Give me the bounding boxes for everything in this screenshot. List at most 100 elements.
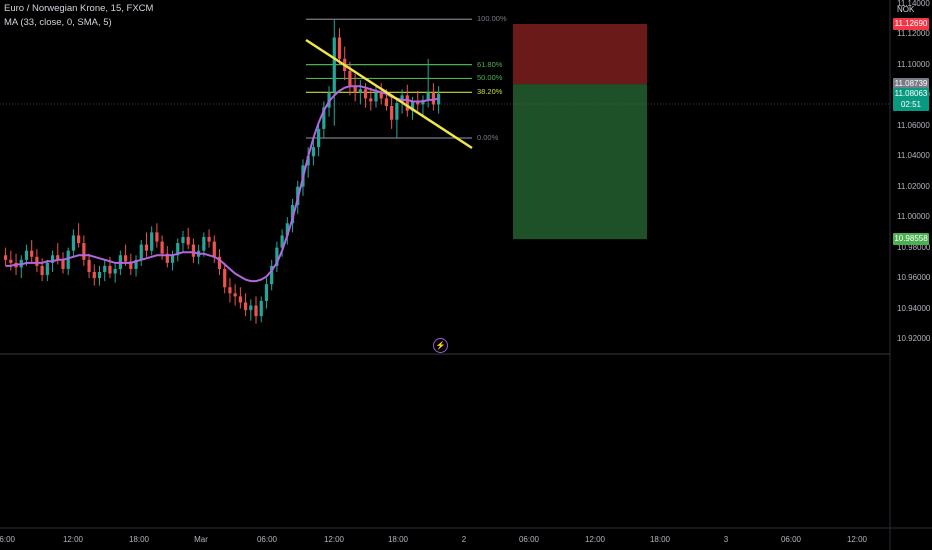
candlestick-series xyxy=(4,19,441,324)
candle xyxy=(134,255,138,277)
time-tick-label: 12:00 xyxy=(846,535,868,544)
candle xyxy=(228,278,232,303)
candle xyxy=(61,252,65,274)
candle-body xyxy=(66,250,70,269)
candle-body xyxy=(160,241,164,254)
candle xyxy=(306,147,310,178)
time-tick-label: 06:00 xyxy=(780,535,802,544)
take-profit-zone xyxy=(513,84,647,240)
candle xyxy=(66,247,70,276)
candle-body xyxy=(270,265,274,285)
candle xyxy=(181,230,185,253)
price-badge: 11.08063 xyxy=(893,88,929,101)
candle xyxy=(212,235,216,263)
indicator-legend[interactable]: MA (33, close, 0, SMA, 5) xyxy=(4,17,112,28)
candle xyxy=(233,284,237,306)
symbol-title[interactable]: Euro / Norwegian Krone, 15, FXCM xyxy=(4,3,154,14)
candle-body xyxy=(416,101,420,105)
candle xyxy=(270,259,274,291)
candle-body xyxy=(129,261,133,269)
candle xyxy=(165,246,169,268)
candle-body xyxy=(332,37,336,93)
candle-body xyxy=(353,86,357,93)
candle-body xyxy=(61,259,65,269)
candle-body xyxy=(280,235,284,248)
candle xyxy=(275,241,279,272)
candle xyxy=(322,101,326,138)
candle-body xyxy=(223,268,227,288)
candle xyxy=(243,293,248,317)
candle-body xyxy=(50,255,55,263)
candle-body xyxy=(285,223,289,236)
candle-body xyxy=(139,244,143,260)
candle xyxy=(358,80,362,105)
time-tick-label: 18:00 xyxy=(128,535,150,544)
candle-body xyxy=(207,236,211,242)
lightning-icon[interactable]: ⚡ xyxy=(433,338,448,353)
fib-level-label: 61.80% xyxy=(477,59,503,69)
price-tick-label: 11.06000 xyxy=(897,120,930,130)
candle-body xyxy=(56,255,60,260)
candle-body xyxy=(82,243,86,260)
candle-body xyxy=(259,300,263,317)
fib-level-label: 50.00% xyxy=(477,73,503,83)
fib-level-label: 100.00% xyxy=(477,14,507,24)
candle-body xyxy=(134,259,138,269)
candle-body xyxy=(87,259,91,272)
candle xyxy=(9,250,13,271)
candle-body xyxy=(379,92,383,99)
candle-body xyxy=(45,262,49,276)
candle-body xyxy=(155,232,159,242)
candle-body xyxy=(243,302,248,311)
candle-body xyxy=(24,250,29,260)
time-tick-label: 3 xyxy=(723,535,729,544)
candle-body xyxy=(9,259,13,263)
candle xyxy=(311,138,316,166)
candle xyxy=(4,247,8,266)
candle xyxy=(71,229,76,257)
price-tick-label: 11.10000 xyxy=(897,59,930,69)
candle xyxy=(45,259,49,282)
candle-body xyxy=(233,293,237,297)
candle-body xyxy=(40,265,44,276)
candle xyxy=(238,287,242,309)
time-tick-label: 06:00 xyxy=(256,535,278,544)
candle-body xyxy=(322,107,326,129)
candle xyxy=(113,262,117,283)
candle-body xyxy=(306,156,310,166)
candle xyxy=(87,253,91,279)
candle-body xyxy=(363,89,368,99)
candle xyxy=(129,253,133,276)
price-badge: 02:51 xyxy=(893,99,929,112)
time-tick-label: 06:00 xyxy=(518,535,540,544)
candle-body xyxy=(77,235,81,244)
candle-body xyxy=(103,265,107,272)
currency-label: NOK xyxy=(897,5,915,14)
candle-body xyxy=(228,287,232,294)
candle-body xyxy=(113,268,117,274)
candle xyxy=(217,249,222,276)
candle xyxy=(150,226,154,256)
price-tick-label: 10.98000 xyxy=(897,242,931,252)
candle xyxy=(176,238,180,262)
candle-body xyxy=(374,92,378,102)
candle-body xyxy=(4,255,8,260)
moving-average-line xyxy=(5,85,439,283)
candle-body xyxy=(181,236,185,244)
candle-body xyxy=(144,244,149,251)
candle-body xyxy=(317,128,321,148)
candle xyxy=(97,265,102,286)
risk-reward-tool[interactable] xyxy=(513,23,647,240)
time-tick-label: 18:00 xyxy=(649,535,671,544)
candle-body xyxy=(426,92,430,100)
trendline[interactable] xyxy=(305,38,473,150)
candle xyxy=(170,250,175,271)
candle xyxy=(431,83,435,111)
candle-body xyxy=(395,102,399,120)
time-tick-label: Mar xyxy=(194,535,208,544)
price-badge: 11.12690 xyxy=(893,17,929,30)
candle-body xyxy=(150,232,154,251)
candle-body xyxy=(290,205,295,224)
price-tick-label: 11.04000 xyxy=(897,151,930,161)
